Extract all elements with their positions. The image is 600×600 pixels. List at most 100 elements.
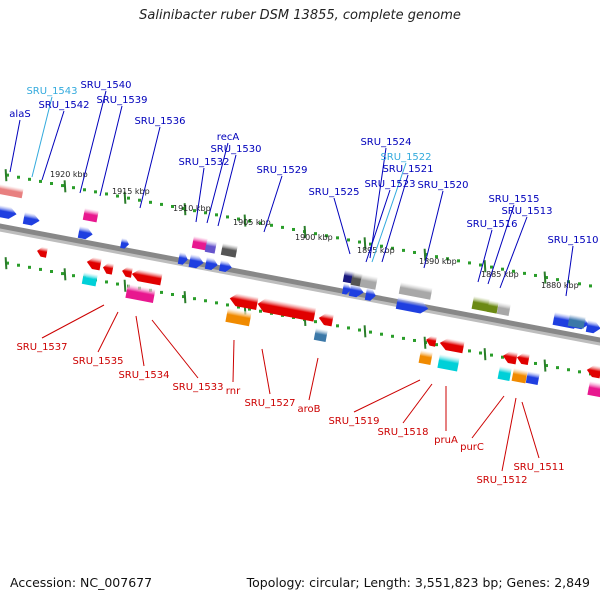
gene-feature [439, 338, 465, 354]
gene-label-plus: SRU_1524 [360, 137, 411, 148]
upper-scale-track-dot [413, 250, 416, 254]
gene-box [587, 381, 600, 398]
gene-feature [587, 381, 600, 398]
gene-box [471, 296, 490, 312]
gene-label-minus-leader [353, 379, 421, 413]
gene-feature [426, 335, 437, 347]
upper-scale-track-dot [259, 221, 262, 225]
upper-scale-track-dot [237, 217, 240, 221]
upper-scale-track-dot [534, 273, 537, 277]
upper-scale-track-dot [94, 190, 97, 194]
gene-label-minus-leader [41, 304, 105, 339]
gene-feature [220, 243, 238, 258]
gene-feature [102, 262, 114, 275]
gene-feature [585, 320, 600, 334]
gene-feature [586, 365, 600, 379]
gene-feature [525, 371, 540, 386]
gene-feature [350, 272, 363, 287]
upper-scale-track-dot [402, 248, 405, 252]
gene-label-minus: pruA [434, 435, 458, 446]
major-tick [243, 214, 247, 227]
gene-label-plus-leader [477, 229, 493, 283]
gene-feature [398, 282, 433, 300]
lower-scale-track-dot [28, 265, 31, 269]
gene-box [0, 184, 24, 199]
major-tick [423, 336, 427, 349]
scale-label: 1885 kbp [481, 270, 519, 279]
major-tick [123, 191, 127, 204]
upper-scale-track-dot [182, 207, 185, 211]
upper-scale-track-dot [160, 202, 163, 206]
major-tick [4, 169, 8, 182]
major-tick [483, 348, 487, 361]
gene-feature [418, 350, 433, 366]
gene-arrow [348, 284, 364, 298]
scale-label: 1915 kbp [112, 187, 150, 196]
gene-label-plus-leader [9, 119, 21, 173]
lower-scale-track-dot [314, 320, 317, 324]
upper-scale-track-dot [248, 219, 251, 223]
gene-feature [364, 288, 376, 301]
gene-arrow [204, 257, 218, 271]
upper-scale-track-dot [391, 246, 394, 250]
upper-scale-track-dot [50, 182, 53, 185]
lower-scale-track-dot [50, 270, 53, 273]
gene-label-minus: SRU_1537 [16, 342, 67, 353]
lower-scale-track-dot [72, 274, 75, 278]
upper-scale-track-dot [314, 232, 317, 236]
gene-label-minus: SRU_1527 [244, 398, 295, 409]
gene-label-minus: SRU_1519 [328, 416, 379, 427]
gene-feature [125, 284, 156, 303]
upper-scale-track-dot [28, 177, 31, 181]
major-tick [63, 268, 67, 281]
gene-feature [502, 351, 518, 365]
gene-feature [496, 302, 511, 317]
gene-feature [257, 298, 316, 322]
gene-label-plus-leader [369, 147, 387, 259]
major-tick [483, 260, 487, 273]
gene-label-plus: SRU_1516 [466, 219, 517, 230]
gene-feature [82, 208, 99, 223]
gene-feature [516, 353, 530, 366]
gene-label-minus-leader [151, 319, 199, 379]
gene-arrow [364, 288, 376, 301]
lower-scale-track-dot [391, 334, 394, 338]
lower-scale-track-dot [160, 290, 163, 294]
gene-arrow [318, 313, 334, 327]
upper-scale-track-dot [358, 240, 361, 244]
lower-scale-track-dot [17, 263, 20, 267]
gene-label-plus: SRU_1525 [308, 187, 359, 198]
gene-box [567, 314, 586, 329]
upper-scale-track-dot [325, 234, 328, 238]
gene-label-plus-leader [487, 204, 515, 285]
lower-scale-track-dot [567, 368, 570, 372]
gene-box [359, 274, 378, 290]
upper-scale-track-dot [347, 238, 350, 242]
scale-label: 1900 kbp [295, 233, 333, 242]
upper-scale-track-dot [116, 194, 119, 198]
lower-scale-track-dot [435, 343, 438, 347]
upper-scale-track-dot [138, 198, 141, 202]
gene-box [125, 284, 156, 303]
gene-arrow [426, 335, 437, 347]
major-tick [543, 271, 547, 284]
upper-scale-track-dot [292, 227, 295, 231]
gene-feature [225, 308, 252, 327]
gene-box [350, 272, 363, 287]
gene-feature [22, 212, 40, 226]
gene-feature [471, 296, 490, 312]
gene-label-plus: SRU_1540 [80, 80, 131, 91]
gene-label-plus: SRU_1536 [134, 116, 185, 127]
gene-feature [86, 257, 102, 271]
gene-feature [77, 226, 93, 240]
gene-box [511, 368, 528, 384]
upper-scale-track-dot [446, 257, 449, 261]
gene-box [497, 366, 512, 382]
upper-scale-track-dot [512, 269, 515, 273]
gene-feature [122, 266, 133, 278]
upper-scale-track-dot [72, 186, 75, 190]
scale-label: 1905 kbp [233, 218, 271, 227]
gene-label-plus-leader [206, 142, 229, 224]
gene-feature [191, 236, 208, 251]
